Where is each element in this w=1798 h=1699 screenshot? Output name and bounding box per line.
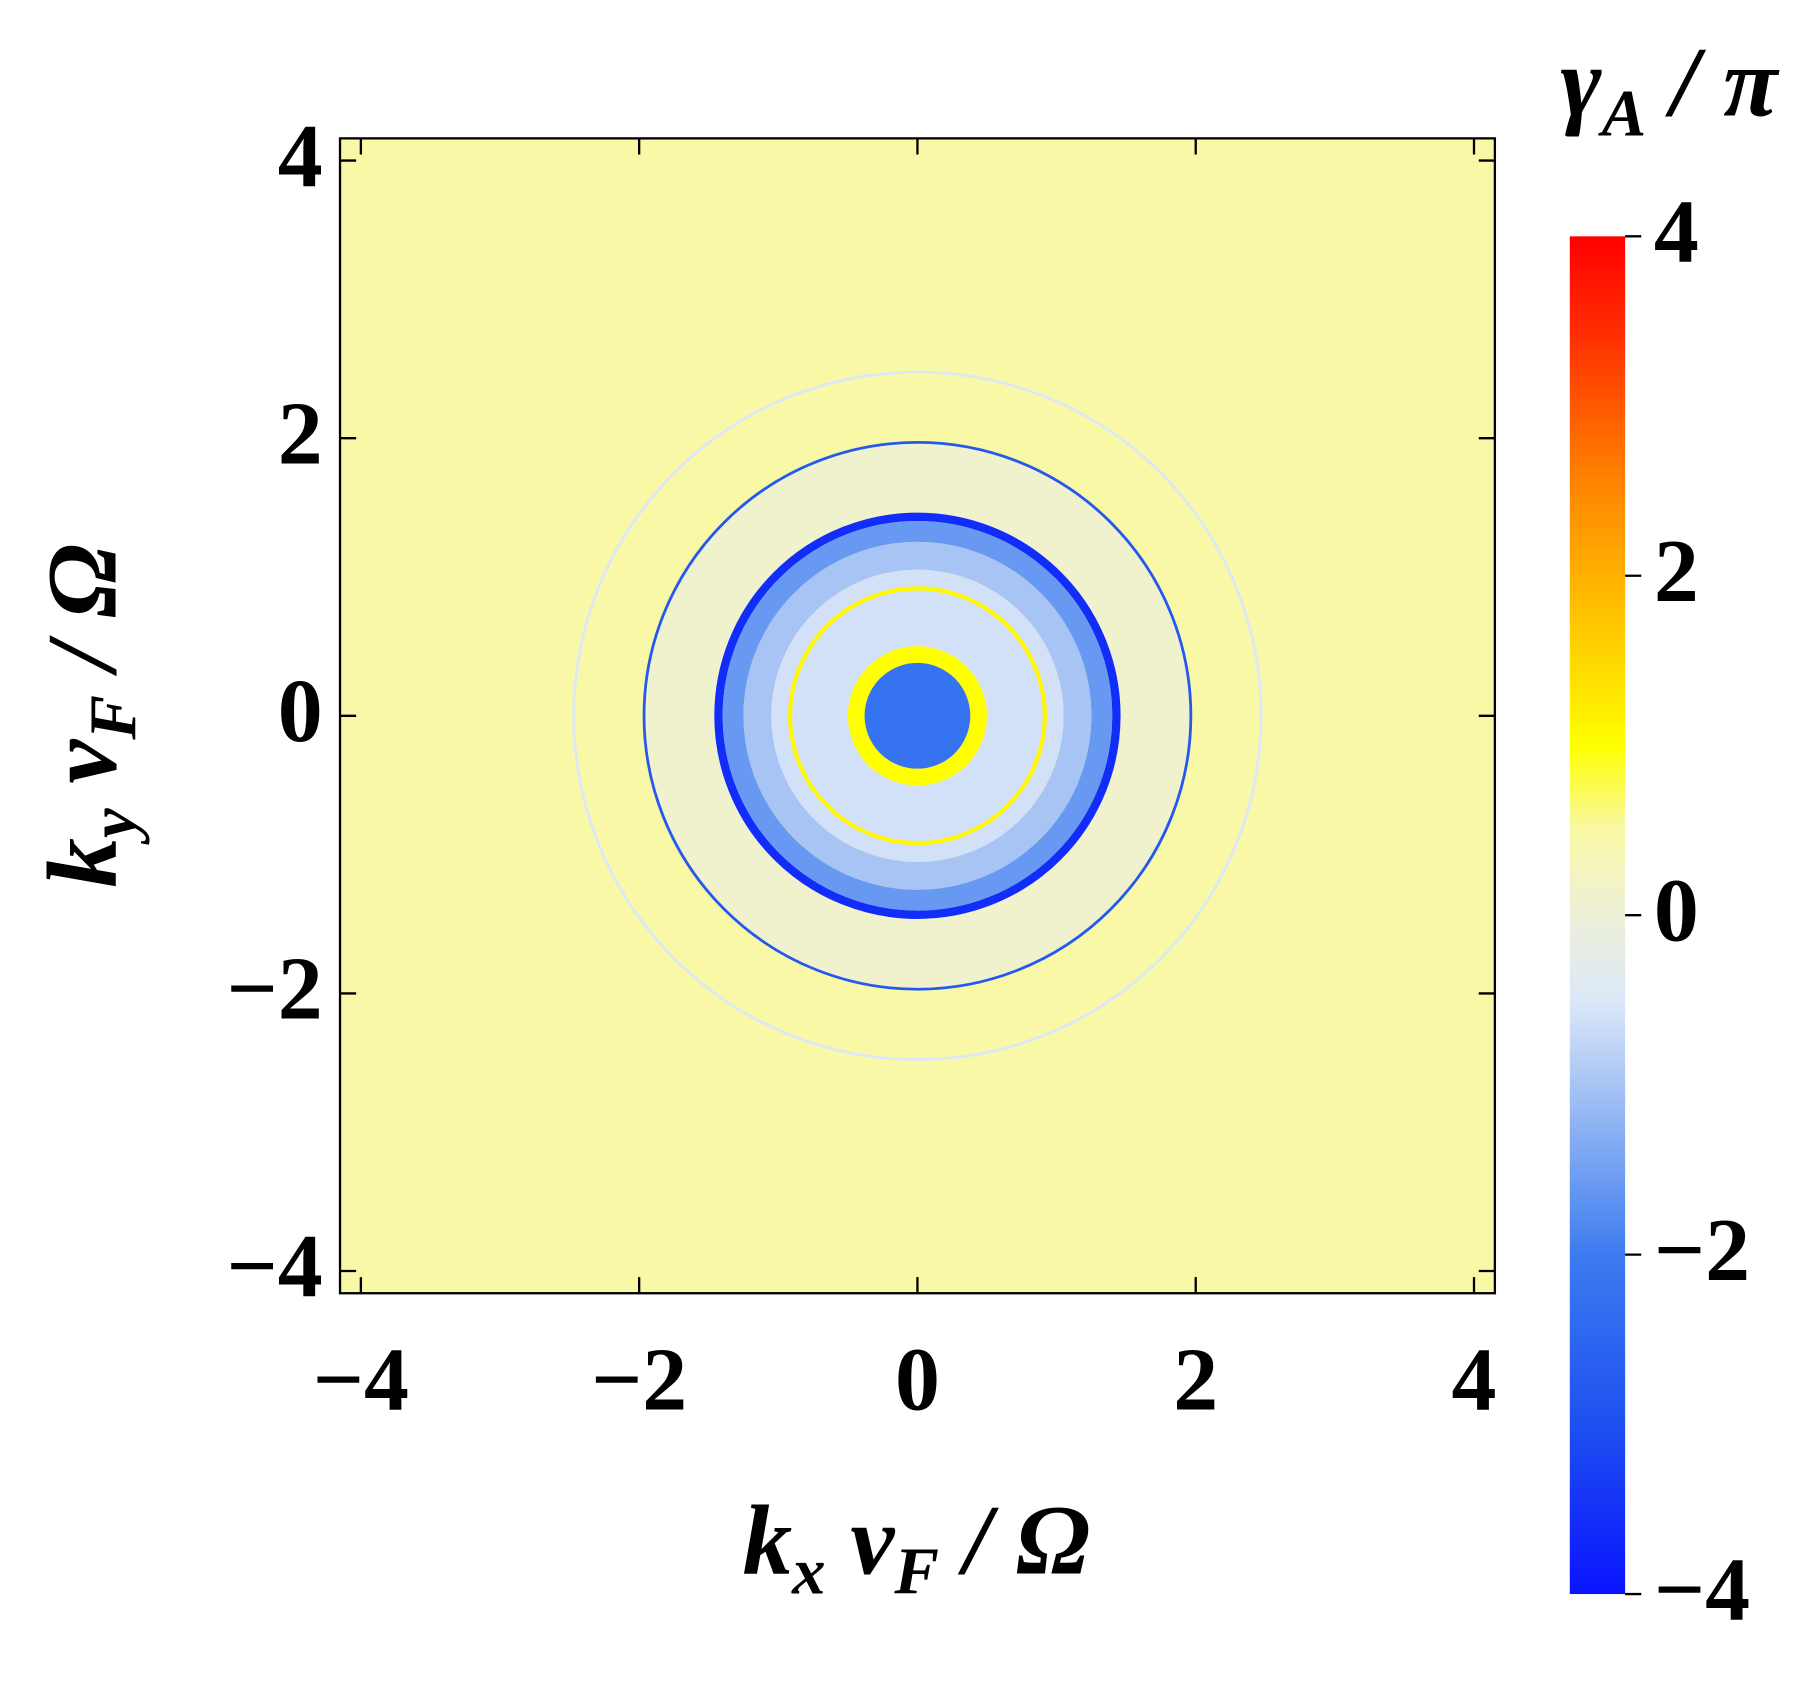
colorbar — [1569, 236, 1626, 1595]
colorbar-tick-label: 4 — [1654, 183, 1699, 282]
ring — [792, 590, 1043, 842]
y-tick-label: 4 — [278, 107, 323, 206]
x-axis-label-part: / Ω — [939, 1486, 1090, 1595]
colorbar-tick-label: 0 — [1654, 861, 1699, 960]
ring — [847, 646, 988, 786]
y-axis-label-part: F — [76, 695, 150, 741]
x-tick-label: 2 — [1173, 1331, 1218, 1430]
colorbar-label: γA / π — [1560, 28, 1780, 150]
x-axis-label-part: v — [826, 1486, 896, 1595]
x-axis-label-part: k — [743, 1486, 793, 1595]
ring — [788, 586, 1047, 846]
colorbar-label-part: / π — [1646, 28, 1780, 137]
x-axis-label-part: F — [893, 1534, 939, 1608]
x-tick-label: 0 — [895, 1331, 940, 1430]
ring — [642, 440, 1193, 991]
y-tick-label: 2 — [278, 384, 323, 483]
y-tick-label: 0 — [278, 662, 323, 761]
colorbar-tick-label: −4 — [1654, 1540, 1750, 1639]
x-axis-label: kx vF / Ω — [743, 1486, 1090, 1608]
x-tick-label: 4 — [1452, 1331, 1497, 1430]
y-tick-label: −2 — [227, 940, 323, 1039]
x-tick-label: −2 — [591, 1331, 687, 1430]
colorbar-label-part: A — [1598, 76, 1647, 150]
ring — [743, 541, 1092, 890]
x-axis-label-part: x — [791, 1534, 825, 1608]
y-tick-label: −4 — [227, 1217, 323, 1316]
ring — [864, 662, 971, 769]
ring — [771, 569, 1064, 862]
y-axis-label-part: k — [28, 838, 137, 888]
colorbar-label-part: γ — [1560, 28, 1602, 137]
ring — [572, 370, 1263, 1061]
x-tick-label: −4 — [313, 1331, 409, 1430]
y-axis-label-part: / Ω — [28, 544, 137, 695]
ring — [722, 521, 1113, 911]
colorbar-tick-label: −2 — [1654, 1201, 1750, 1300]
ring — [714, 512, 1121, 919]
y-axis-label: ky vF / Ω — [28, 544, 150, 888]
y-axis-label-part: v — [28, 739, 137, 809]
colorbar-tick-label: 2 — [1654, 522, 1699, 621]
ring — [643, 441, 1192, 990]
